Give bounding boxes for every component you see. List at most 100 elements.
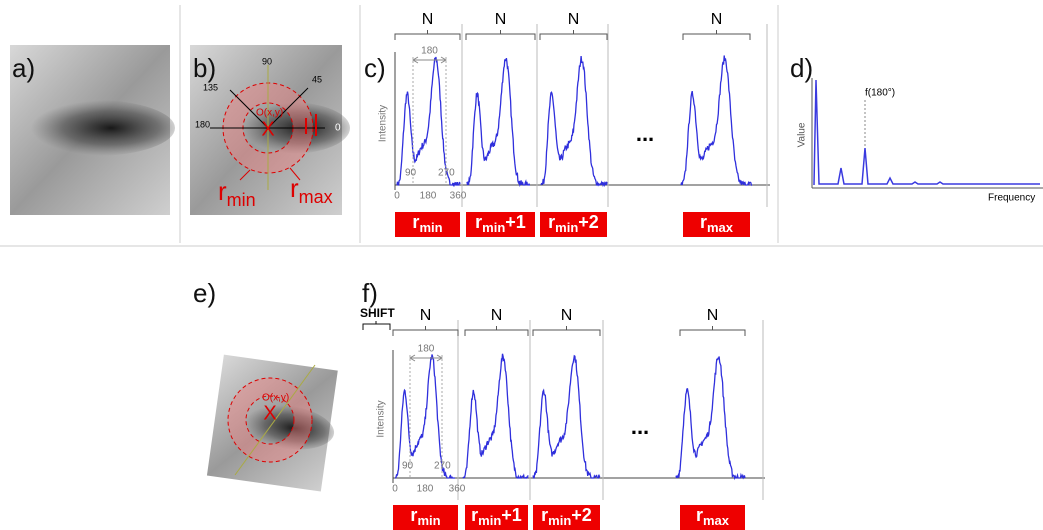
panel-label: b) — [193, 53, 216, 83]
axis — [234, 364, 316, 476]
x-tick-label: 360 — [450, 191, 467, 202]
bracket-label: N — [422, 11, 434, 28]
radius-sub: max — [299, 187, 333, 207]
tag-label: rmin+1 — [471, 505, 522, 529]
tag-box — [465, 505, 528, 530]
bracket — [464, 326, 529, 336]
radius-sub: min — [227, 190, 256, 210]
angle-label: 0 — [335, 123, 341, 134]
axis-45 — [267, 87, 309, 129]
pointer — [289, 167, 301, 181]
shift-bracket — [362, 321, 391, 330]
tag-label: rmin+2 — [541, 505, 592, 529]
peak-label: f(180°) — [865, 88, 895, 99]
pointer — [239, 169, 251, 181]
tag-label: rmax — [696, 505, 730, 529]
intensity-curve — [675, 356, 746, 481]
angle-label: 90 — [402, 461, 414, 472]
panel-label: f) — [362, 278, 378, 308]
intensity-curve — [466, 57, 531, 187]
tag-base: r — [471, 505, 478, 525]
ellipsis: ... — [631, 414, 649, 439]
tag-label: rmin — [412, 212, 442, 236]
tag-box — [540, 212, 607, 237]
bracket — [394, 30, 461, 40]
tag-base: r — [475, 212, 482, 232]
angle-label: 90 — [262, 56, 272, 66]
angle-label: 180 — [195, 119, 210, 129]
panel-label: a) — [12, 53, 35, 83]
y-axis-label: Intensity — [378, 105, 389, 142]
center-marker: X — [263, 402, 276, 424]
bracket-label: N — [420, 307, 432, 324]
span-label: 180 — [418, 344, 435, 355]
intensity-curve — [462, 353, 529, 479]
ring — [228, 378, 312, 462]
bracket — [532, 326, 601, 336]
bracket-label: N — [707, 307, 719, 324]
x-tick-label: 360 — [449, 484, 466, 495]
radius-label: rmax — [290, 173, 333, 207]
tag-sub: max — [707, 220, 734, 235]
angle-label: 270 — [434, 461, 451, 472]
tag-label: rmax — [700, 212, 734, 236]
bracket — [679, 326, 746, 336]
tag-sub: min — [548, 513, 571, 528]
ring-inner — [245, 395, 295, 445]
center-marker: X — [261, 118, 274, 140]
tag-base: r — [410, 505, 417, 525]
center-label: O(x,y) — [262, 393, 289, 404]
tag-base: r — [696, 505, 703, 525]
panel-label: c) — [364, 53, 386, 83]
bracket-label: N — [561, 307, 573, 324]
span-label: 180 — [421, 46, 438, 57]
radius-label: rmin — [218, 176, 256, 210]
tag-label: rmin+1 — [475, 212, 526, 236]
radius-base: r — [218, 176, 227, 206]
tag-box — [393, 505, 458, 530]
tag-suffix: +1 — [505, 212, 526, 232]
span-arrow — [409, 354, 443, 362]
tag-suffix: +2 — [578, 212, 599, 232]
intensity-curve — [680, 55, 753, 187]
x-tick-label: 180 — [417, 484, 434, 495]
radius-base: r — [290, 173, 299, 203]
bracket — [465, 30, 536, 40]
y-axis-label: Intensity — [376, 400, 387, 437]
tag-suffix: +2 — [571, 505, 592, 525]
bracket-label: N — [711, 11, 723, 28]
tag-box — [680, 505, 745, 530]
center-label: O(x,y) — [256, 108, 283, 119]
tag-label: rmin — [410, 505, 440, 529]
angle-label: 45 — [312, 74, 322, 84]
tag-sub: min — [482, 220, 505, 235]
tag-suffix: +1 — [501, 505, 522, 525]
bracket — [392, 326, 459, 336]
tag-base: r — [541, 505, 548, 525]
axis-135 — [229, 89, 269, 129]
spectrum — [813, 79, 1040, 186]
ring-outer — [227, 377, 313, 463]
tag-box — [683, 212, 750, 237]
panel-label: e) — [193, 278, 216, 308]
intensity-curve — [532, 354, 601, 479]
tag-sub: min — [478, 513, 501, 528]
image-shadow — [234, 403, 335, 450]
intensity-curve — [540, 56, 608, 188]
intensity-curve — [396, 56, 461, 188]
bracket-label: N — [568, 11, 580, 28]
angle-label: 90 — [405, 168, 417, 179]
tag-sub: max — [703, 513, 730, 528]
tag-base: r — [412, 212, 419, 232]
shift-label: SHIFT — [360, 306, 395, 320]
angle-label: 135 — [203, 82, 218, 92]
ellipsis: ... — [636, 121, 654, 146]
tag-sub: min — [555, 220, 578, 235]
tag-box — [466, 212, 535, 237]
x-tick-label: 180 — [420, 191, 437, 202]
tag-sub: min — [419, 220, 442, 235]
bracket — [539, 30, 608, 40]
x-tick-label: 0 — [394, 191, 400, 202]
x-axis-label: Frequency — [988, 193, 1035, 204]
